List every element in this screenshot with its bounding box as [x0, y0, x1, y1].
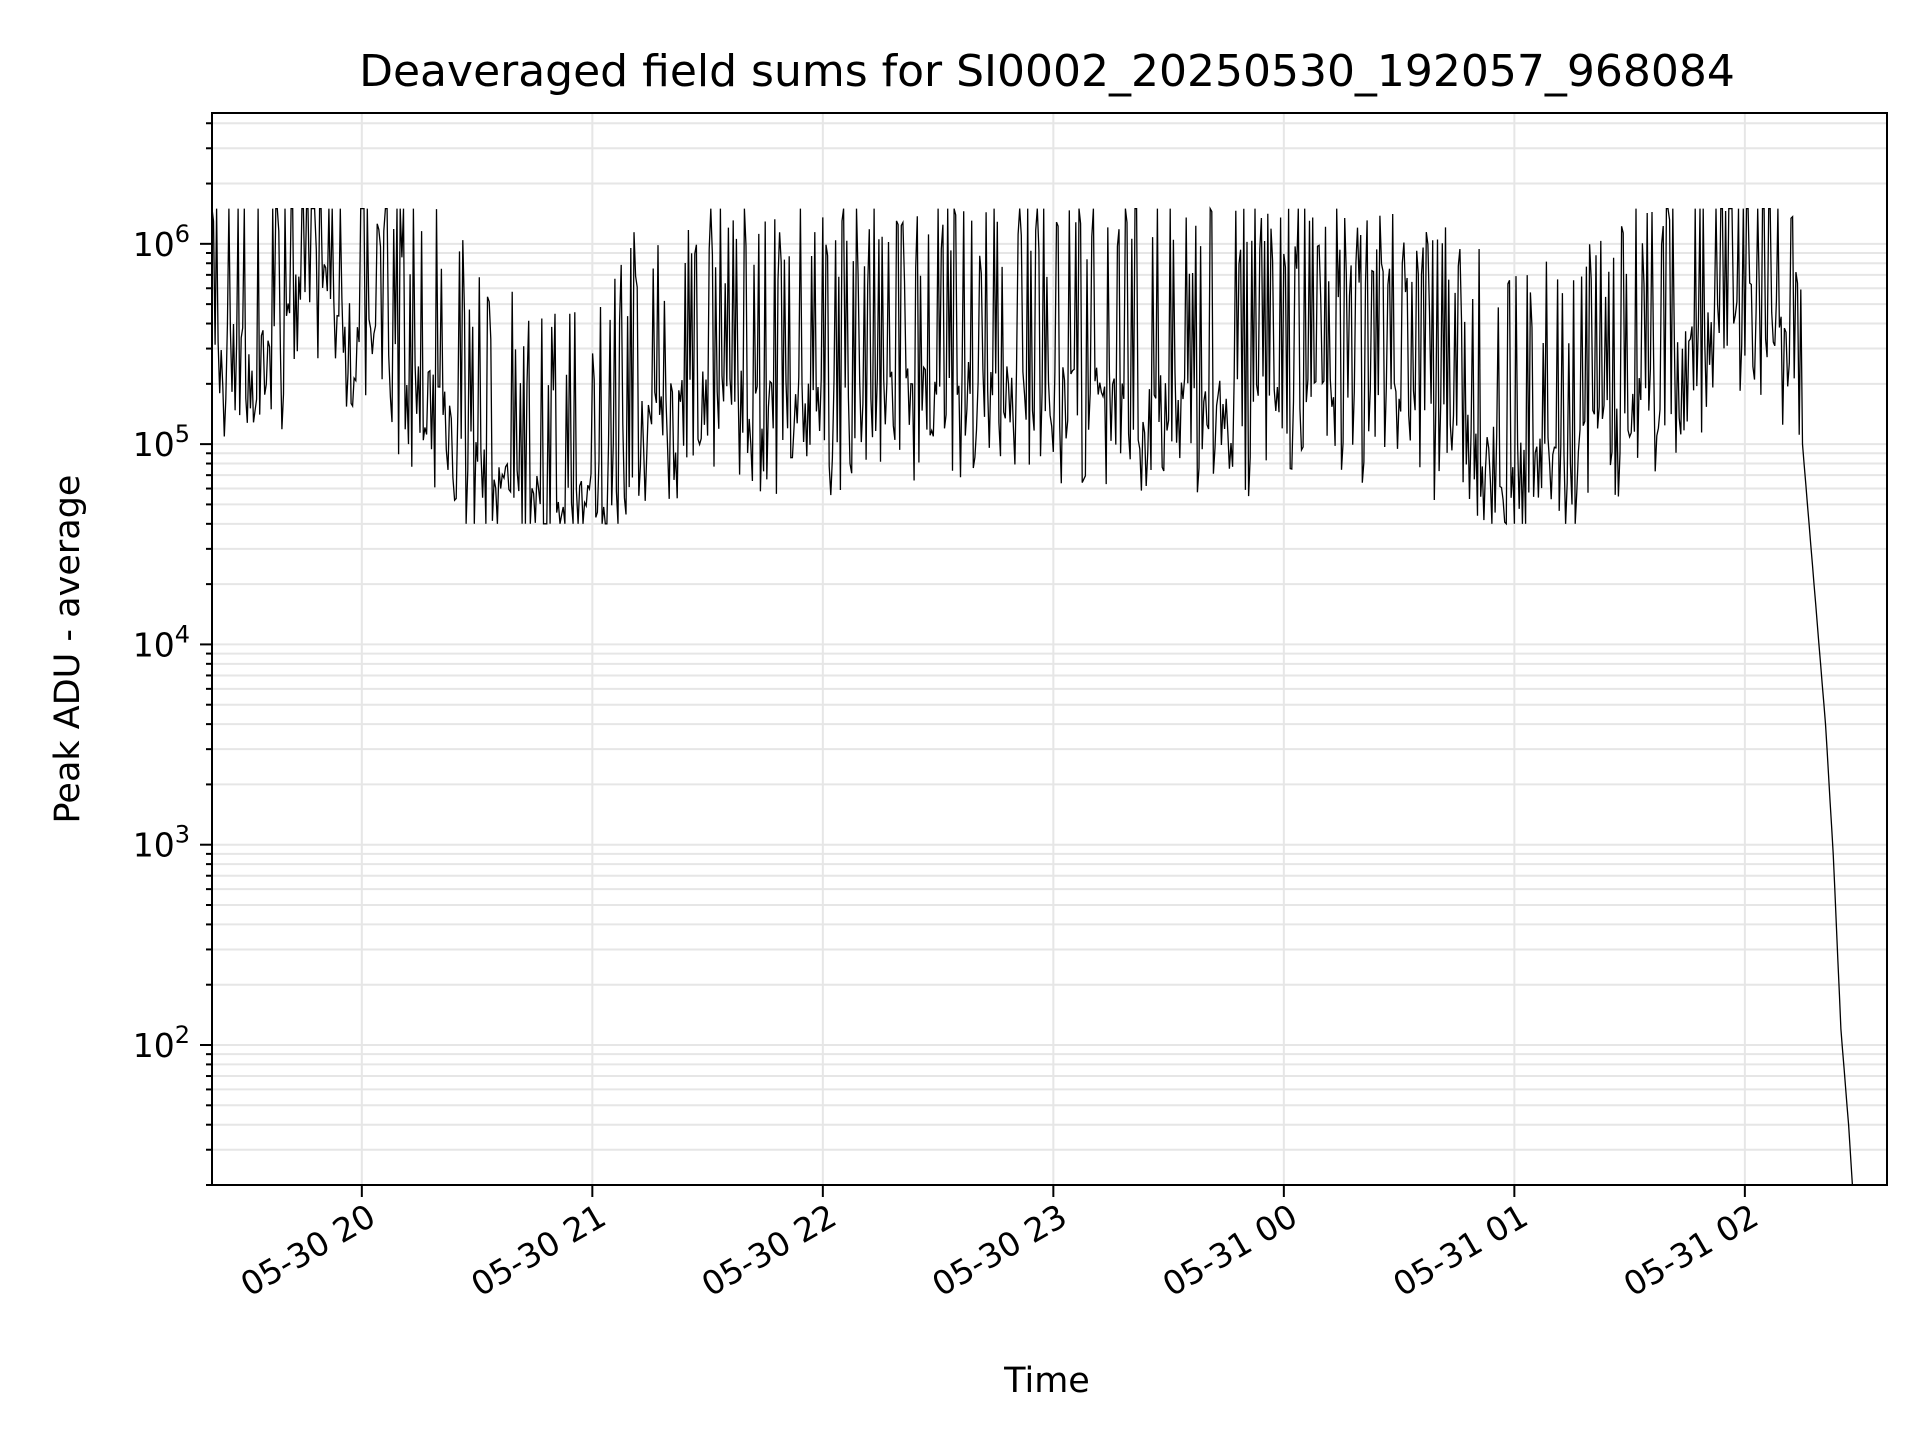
y-tick-label: 105 [133, 420, 190, 464]
chart-title: Deaveraged field sums for SI0002_2025053… [359, 46, 1735, 97]
y-tick-label: 104 [133, 620, 190, 664]
y-tick-label: 102 [133, 1021, 190, 1065]
series-layer [211, 206, 1854, 1186]
series-line [211, 206, 1854, 1186]
x-axis-label: Time [1003, 1361, 1090, 1401]
y-tick-label: 103 [133, 821, 190, 865]
plot-frame [211, 112, 1888, 1186]
y-tick-label: 106 [133, 220, 190, 264]
y-axis-label: Peak ADU - average [48, 475, 88, 824]
